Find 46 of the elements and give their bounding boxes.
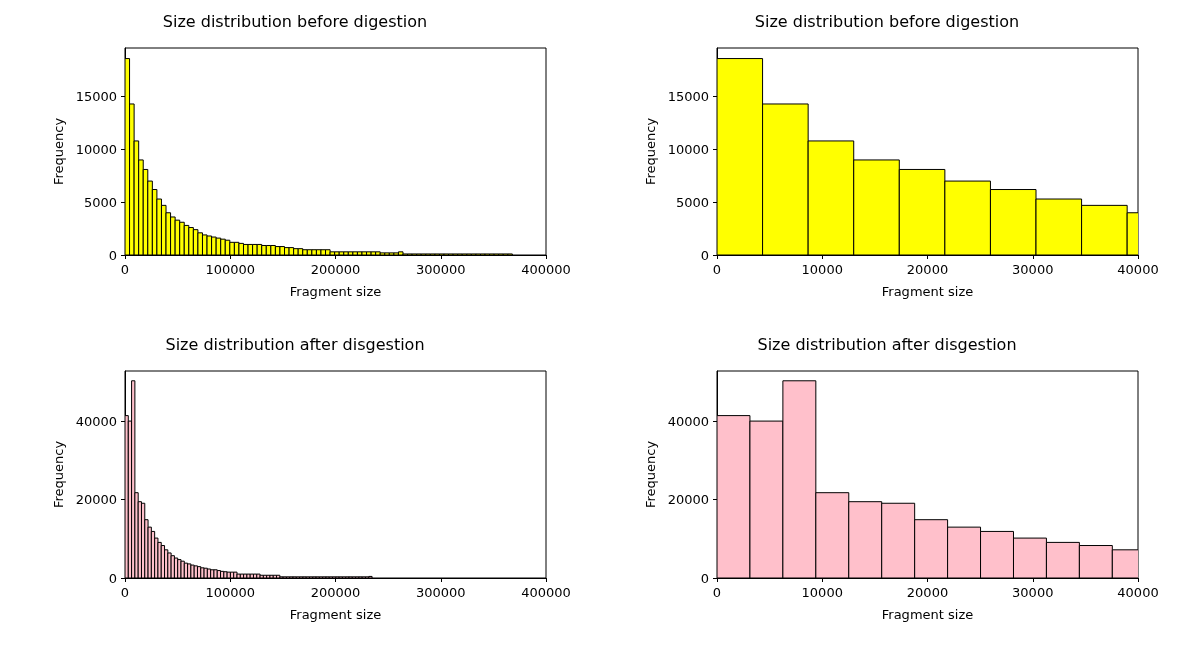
x-tick-label: 100000	[205, 585, 256, 600]
y-tick-label: 15000	[667, 89, 709, 105]
y-tick-label: 20000	[667, 492, 709, 508]
y-axis-title: Frequency	[642, 117, 658, 186]
x-tick-label: 200000	[310, 585, 361, 600]
y-tick-label: 5000	[675, 194, 709, 210]
chart-title: Size distribution after disgestion	[757, 334, 1017, 354]
chart-title: Size distribution before digestion	[162, 11, 428, 31]
y-tick-label: 10000	[75, 141, 117, 157]
x-tick-label: 20000	[906, 585, 949, 600]
chart-title: Size distribution before digestion	[754, 11, 1020, 31]
x-tick-label: 40000	[1117, 262, 1159, 277]
y-tick-label: 0	[700, 570, 709, 586]
y-axis-title: Frequency	[50, 117, 66, 186]
x-tick-label: 0	[712, 262, 722, 277]
x-tick-label: 300000	[415, 585, 466, 600]
x-tick-label: 0	[120, 585, 130, 600]
y-tick-label: 15000	[75, 89, 117, 105]
y-tick-label: 40000	[667, 413, 709, 429]
x-tick-label: 10000	[801, 262, 843, 277]
x-axis-title: Fragment size	[289, 607, 382, 622]
x-tick-label: 20000	[906, 262, 949, 277]
y-tick-label: 0	[108, 247, 117, 263]
y-tick-label: 40000	[75, 413, 117, 429]
x-axis-title: Fragment size	[289, 284, 382, 299]
x-tick-label: 0	[120, 262, 130, 277]
y-tick-label: 20000	[75, 492, 117, 508]
x-axis-title: Fragment size	[881, 284, 974, 299]
y-tick-label: 0	[108, 570, 117, 586]
y-tick-label: 5000	[83, 194, 117, 210]
x-tick-label: 30000	[1012, 262, 1054, 277]
x-tick-label: 400000	[521, 585, 571, 600]
y-tick-label: 10000	[667, 141, 709, 157]
x-tick-label: 30000	[1012, 585, 1054, 600]
x-tick-label: 100000	[205, 262, 256, 277]
x-tick-label: 0	[712, 585, 722, 600]
x-tick-label: 300000	[415, 262, 466, 277]
x-tick-label: 200000	[310, 262, 361, 277]
x-axis-title: Fragment size	[881, 607, 974, 622]
y-axis-title: Frequency	[50, 440, 66, 509]
x-tick-label: 40000	[1117, 585, 1159, 600]
y-tick-label: 0	[700, 247, 709, 263]
y-axis-title: Frequency	[642, 440, 658, 509]
x-tick-label: 10000	[801, 585, 843, 600]
chart-title: Size distribution after disgestion	[165, 334, 425, 354]
x-tick-label: 400000	[521, 262, 571, 277]
